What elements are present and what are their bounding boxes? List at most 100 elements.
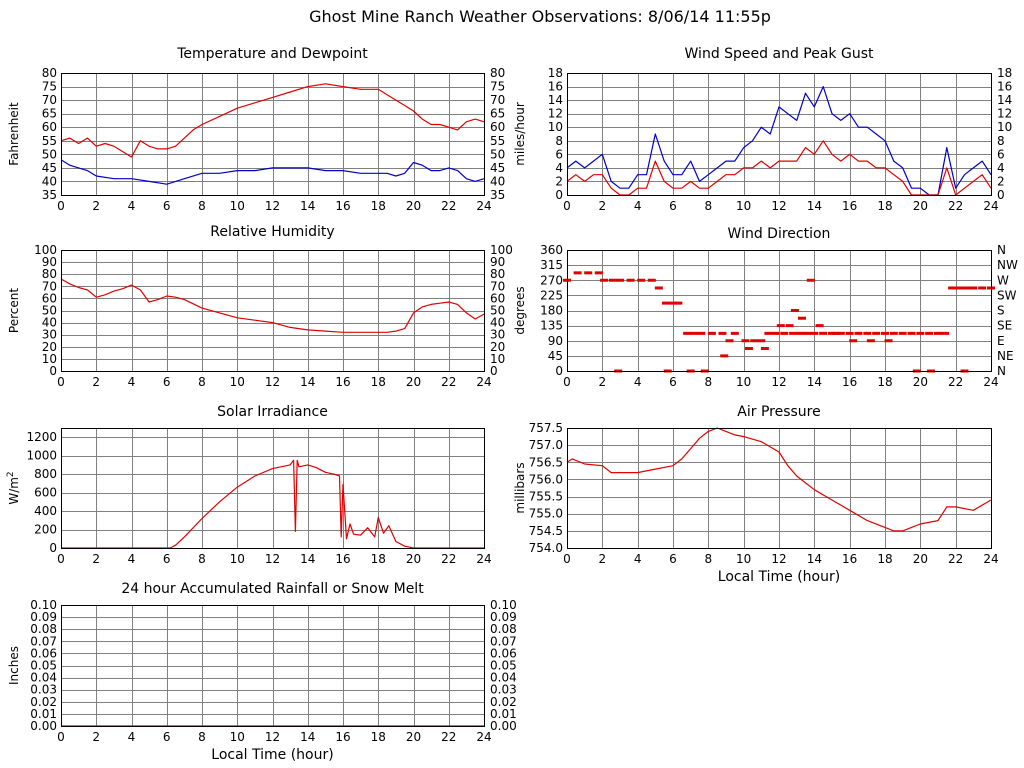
y-tick-label: 0.08	[30, 622, 57, 636]
data-point	[616, 278, 624, 282]
x-tick-label: 10	[736, 552, 751, 566]
y-tick-label: 0.10	[30, 598, 57, 612]
y-tick-label-right: 40	[490, 174, 505, 188]
y-tick-label-right: E	[997, 334, 1005, 348]
data-point	[819, 331, 828, 335]
y-tick-label: 70	[42, 279, 57, 293]
y-tick-label: 200	[34, 523, 57, 537]
y-tick-label-right: 50	[490, 147, 505, 161]
y-tick-label: 100	[34, 243, 57, 257]
data-point	[730, 331, 739, 335]
x-tick-label: 24	[476, 730, 491, 744]
x-tick-label: 20	[406, 552, 421, 566]
y-axis-label-text: degrees	[513, 286, 527, 334]
x-axis-label: Local Time (hour)	[718, 569, 840, 585]
x-tick-label: 14	[300, 199, 315, 213]
x-tick-label: 2	[599, 199, 607, 213]
x-tick-label: 16	[335, 375, 350, 389]
y-tick-label-right: 30	[490, 328, 505, 342]
y-tick-label: 0	[49, 364, 57, 378]
x-tick-label: 12	[265, 730, 280, 744]
y-tick-label-right: 20	[490, 340, 505, 354]
x-tick-label: 20	[406, 730, 421, 744]
y-tick-label: 755.0	[529, 507, 563, 521]
data-point	[969, 286, 978, 290]
y-tick-label-right: 90	[490, 255, 505, 269]
data-point	[872, 331, 881, 335]
data-point	[955, 286, 964, 290]
plot-frame	[567, 73, 992, 196]
y-tick-label-right: 0	[997, 188, 1005, 202]
y-tick-label: 90	[548, 334, 563, 348]
x-tick-label: 16	[335, 199, 350, 213]
y-axis-label: Percent	[7, 288, 21, 333]
y-axis-label: millibars	[513, 462, 527, 513]
y-tick-label: 75	[42, 80, 57, 94]
data-point	[898, 331, 907, 335]
y-tick-label: 20	[42, 340, 57, 354]
data-point	[780, 331, 789, 335]
data-point	[803, 331, 812, 335]
y-tick-label-right: SE	[997, 319, 1012, 333]
data-point	[600, 278, 609, 282]
x-tick-label: 14	[300, 730, 315, 744]
data-point	[863, 331, 872, 335]
x-tick-label: 4	[634, 552, 642, 566]
y-axis-label: degrees	[513, 286, 527, 334]
data-point	[626, 278, 635, 282]
x-tick-label: 18	[877, 552, 892, 566]
x-tick-label: 12	[265, 552, 280, 566]
y-tick-label: 400	[34, 504, 57, 518]
y-tick-label: 50	[42, 147, 57, 161]
x-tick-label: 2	[599, 375, 607, 389]
x-tick-label: 2	[599, 552, 607, 566]
x-tick-label: 0	[563, 552, 571, 566]
y-tick-label-right: 35	[490, 188, 505, 202]
y-axis-label: W/m2	[6, 471, 21, 504]
data-point	[854, 331, 863, 335]
data-point	[790, 309, 799, 312]
data-point	[764, 331, 773, 335]
y-tick-label-right: NW	[997, 258, 1018, 272]
y-tick-label: 270	[540, 273, 563, 287]
y-axis-label-text: W/m	[7, 477, 21, 505]
data-point	[776, 324, 785, 328]
y-tick-label-right: 18	[997, 66, 1012, 80]
y-tick-label: 1000	[26, 449, 57, 463]
y-tick-label: 40	[42, 316, 57, 330]
x-tick-label: 24	[983, 375, 998, 389]
x-tick-label: 10	[736, 375, 751, 389]
y-tick-label-right: 75	[490, 80, 505, 94]
x-tick-label: 6	[669, 375, 677, 389]
y-tick-label: 754.0	[529, 541, 563, 555]
data-point	[978, 286, 987, 290]
x-tick-label: 16	[842, 552, 857, 566]
x-tick-label: 2	[92, 730, 100, 744]
chart-title: Wind Direction	[728, 226, 831, 242]
y-tick-label-right: SW	[997, 288, 1017, 302]
x-tick-label: 24	[983, 552, 998, 566]
x-tick-label: 6	[163, 199, 171, 213]
x-tick-label: 10	[736, 199, 751, 213]
x-tick-label: 8	[705, 199, 713, 213]
data-point	[720, 354, 729, 358]
x-tick-label: 14	[807, 552, 822, 566]
y-tick-label: 757.5	[529, 421, 563, 435]
y-tick-label-right: 0.05	[490, 659, 517, 673]
series-line-0	[60, 278, 485, 333]
data-point	[797, 316, 806, 320]
y-tick-label-right: 50	[490, 304, 505, 318]
x-tick-label: 14	[807, 199, 822, 213]
y-tick-label: 600	[34, 486, 57, 500]
x-tick-label: 12	[265, 199, 280, 213]
data-point	[916, 331, 925, 335]
y-tick-label: 0.01	[30, 707, 57, 721]
y-tick-label: 40	[42, 174, 57, 188]
y-tick-label: 30	[42, 328, 57, 342]
data-point	[889, 331, 898, 335]
x-tick-label: 10	[230, 375, 245, 389]
x-tick-label: 24	[476, 552, 491, 566]
data-point	[584, 271, 593, 275]
